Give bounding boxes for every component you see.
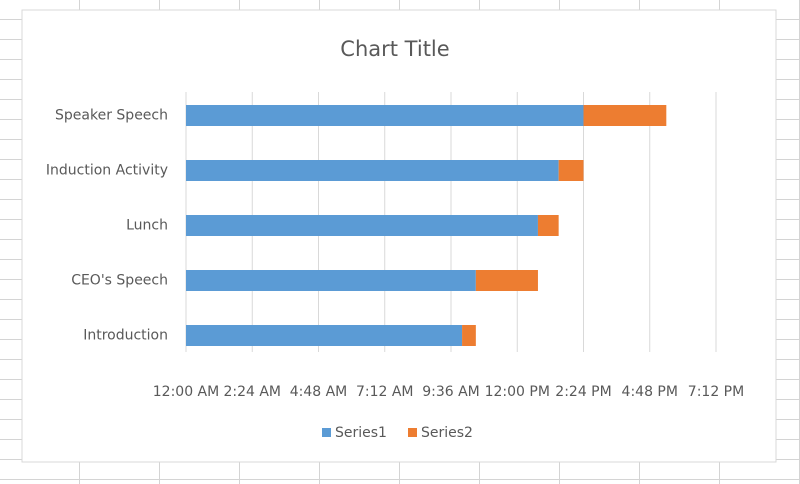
x-tick-label: 4:48 AM — [290, 384, 348, 400]
bar — [186, 215, 538, 236]
x-tick-label: 2:24 AM — [223, 384, 281, 400]
y-tick-label: Induction Activity — [46, 163, 168, 179]
y-tick-label: Introduction — [83, 328, 168, 344]
y-tick-label: CEO's Speech — [71, 273, 168, 289]
bar — [462, 325, 476, 346]
legend-label: Series1 — [335, 425, 387, 441]
bar — [558, 160, 584, 181]
x-tick-label: 4:48 PM — [622, 384, 678, 400]
x-tick-label: 9:36 AM — [422, 384, 480, 400]
bar — [186, 270, 476, 291]
legend-swatch — [408, 428, 417, 437]
x-tick-label: 12:00 AM — [153, 384, 219, 400]
bar — [186, 105, 584, 126]
bar — [475, 270, 538, 291]
bar — [186, 325, 463, 346]
y-tick-label: Speaker Speech — [55, 108, 168, 124]
bar — [537, 215, 559, 236]
legend-label: Series2 — [421, 425, 473, 441]
x-tick-label: 7:12 PM — [688, 384, 744, 400]
x-tick-label: 12:00 PM — [485, 384, 550, 400]
bar — [583, 105, 667, 126]
x-tick-label: 2:24 PM — [555, 384, 611, 400]
chart-title: Chart Title — [340, 37, 449, 61]
y-tick-label: Lunch — [126, 218, 168, 234]
x-tick-label: 7:12 AM — [356, 384, 414, 400]
bar — [186, 160, 559, 181]
legend-swatch — [322, 428, 331, 437]
